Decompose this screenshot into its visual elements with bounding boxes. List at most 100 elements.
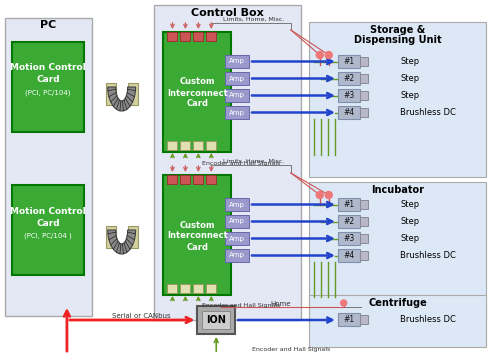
Text: Amp: Amp [229,75,245,81]
Text: Motion Control: Motion Control [10,63,86,73]
Bar [168,284,177,293]
Text: Step: Step [400,234,419,243]
Text: Card: Card [36,218,60,228]
Bar [338,249,360,262]
Text: #2: #2 [343,217,354,226]
Bar [360,108,368,117]
Text: (PCI, PC/104 ): (PCI, PC/104 ) [24,233,72,239]
Text: Dispensing Unit: Dispensing Unit [354,35,441,45]
Bar [12,185,84,275]
Bar [225,232,249,245]
Bar [5,18,92,316]
Bar [309,22,486,177]
Text: Encoder and Hall Signals: Encoder and Hall Signals [202,303,280,308]
Text: Serial or CANbus: Serial or CANbus [112,313,171,319]
Bar [309,295,486,347]
Text: Centrifuge: Centrifuge [368,298,427,308]
Bar [168,141,177,150]
Text: Brushless DC: Brushless DC [400,108,456,117]
Bar [106,83,116,105]
Bar [194,32,203,41]
Bar [153,5,301,320]
Text: Step: Step [400,200,419,209]
Text: Custom: Custom [179,221,215,229]
Circle shape [316,192,323,199]
Bar [168,175,177,184]
Text: PC: PC [40,20,56,30]
Text: (PCI, PC/104): (PCI, PC/104) [25,90,71,96]
Text: Home: Home [270,301,291,307]
Bar [360,91,368,100]
Bar [338,55,360,68]
Bar [338,232,360,245]
Text: Step: Step [400,217,419,226]
Text: Amp: Amp [229,252,245,258]
Bar [168,32,177,41]
Text: Encoder and Hall Signals: Encoder and Hall Signals [252,348,330,353]
Bar [338,198,360,211]
Text: Brushless DC: Brushless DC [400,251,456,260]
Bar [206,141,216,150]
Bar [128,83,138,105]
Text: Limits, Home, Misc.: Limits, Home, Misc. [223,159,285,164]
Bar [360,200,368,209]
Bar [309,182,486,322]
Polygon shape [108,87,136,111]
Text: Encoder and Hall Signals: Encoder and Hall Signals [202,160,280,166]
Bar [180,284,191,293]
Text: #4: #4 [343,251,354,260]
Bar [225,215,249,228]
Text: Card: Card [186,242,208,251]
Text: #1: #1 [343,315,354,325]
Text: Brushless DC: Brushless DC [400,315,456,325]
Bar [225,55,249,68]
Bar [194,141,203,150]
Bar [360,217,368,226]
Text: Amp: Amp [229,235,245,241]
Bar [180,141,191,150]
Bar [194,284,203,293]
Text: Limits, Home, Misc.: Limits, Home, Misc. [223,17,285,22]
Bar [225,198,249,211]
Bar [164,175,231,295]
Bar [360,251,368,260]
Bar [338,106,360,119]
Bar [225,89,249,102]
Text: Card: Card [186,99,208,108]
Bar [225,106,249,119]
Text: Custom: Custom [179,78,215,86]
Text: Step: Step [400,74,419,83]
Bar [225,249,249,262]
Bar [360,234,368,243]
Text: Interconnect: Interconnect [167,232,228,240]
Text: Amp: Amp [229,218,245,224]
Circle shape [325,192,332,199]
Text: Control Box: Control Box [191,8,264,18]
Circle shape [316,51,323,58]
Text: Incubator: Incubator [371,185,424,195]
Text: #4: #4 [343,108,354,117]
Text: Step: Step [400,57,419,66]
Text: Amp: Amp [229,201,245,207]
Bar [360,74,368,83]
Bar [338,89,360,102]
Bar [197,306,235,334]
Bar [360,315,368,324]
Bar [206,175,216,184]
Text: #1: #1 [343,200,354,209]
Bar [180,175,191,184]
Text: ION: ION [206,315,226,325]
Bar [206,32,216,41]
Text: #2: #2 [343,74,354,83]
Text: Motion Control: Motion Control [10,206,86,216]
Text: #1: #1 [343,57,354,66]
Bar [225,72,249,85]
Polygon shape [108,230,136,254]
Bar [128,226,138,248]
Bar [180,32,191,41]
Text: Amp: Amp [229,109,245,115]
Bar [106,226,116,248]
Bar [202,311,230,329]
Bar [206,284,216,293]
Text: Card: Card [36,75,60,85]
